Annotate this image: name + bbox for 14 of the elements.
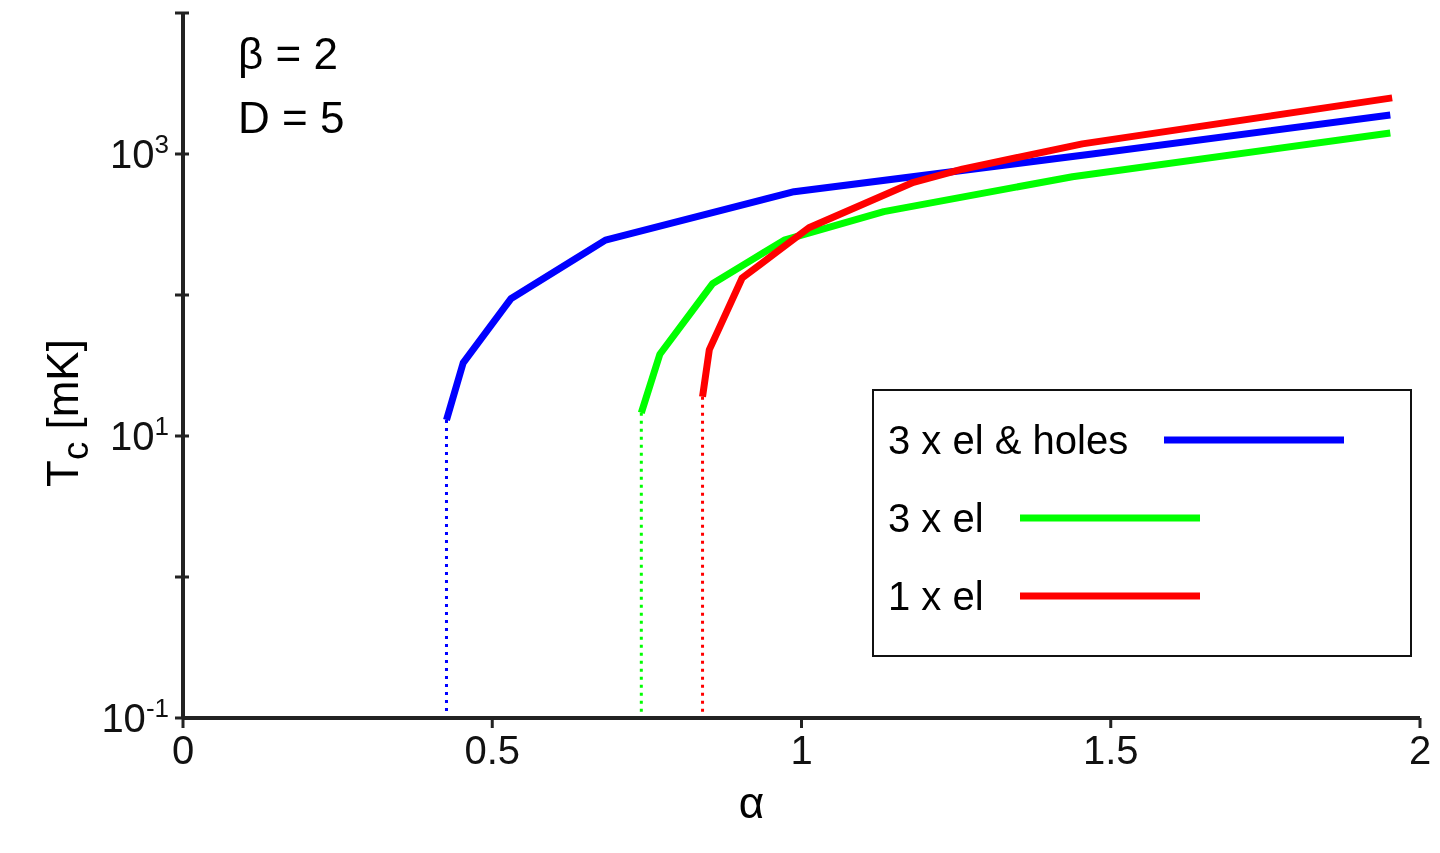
x-tick-label: 2 [1408,728,1432,772]
y-tick-label: 10$^{-1}$ [101,693,169,740]
annotation: D = 5 [238,93,345,142]
legend-label: 1 x el [888,573,984,619]
y-tick-label: 10$^{1}$ [110,411,169,458]
x-axis-title: α [738,778,765,827]
x-tick-label: 0 [171,728,195,772]
y-tick-label: 10$^{3}$ [110,129,169,176]
x-tick-label: 1 [790,728,813,772]
legend-label: 3 x el [888,495,984,541]
x-tick-label: 0.5 [464,728,521,772]
legend-label: 3 x el & holes [888,417,1129,463]
x-tick-label: 1.5 [1082,728,1139,772]
annotation: β = 2 [238,29,338,78]
